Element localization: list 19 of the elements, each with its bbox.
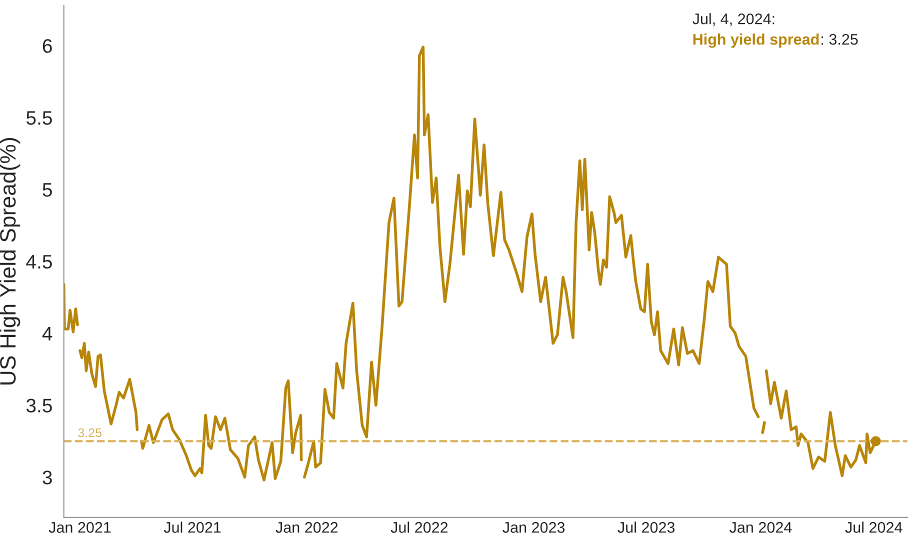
y-tick-label: 4 [42, 327, 52, 340]
x-tick-label: Jan 2021 [48, 522, 111, 533]
x-tick-label: Jan 2023 [502, 522, 565, 533]
text: High yield spread [693, 34, 819, 48]
x-tick-label: Jul 2023 [618, 522, 675, 533]
y-tick-label: 3.5 [26, 398, 52, 412]
y-tick-label: 5.5 [26, 111, 52, 125]
ref-line-label: 3.25 [78, 428, 102, 438]
x-tick-label: Jul 2021 [164, 522, 221, 533]
y-tick-label: 3 [42, 470, 52, 484]
x-tick-label: Jan 2022 [276, 522, 338, 533]
x-tick-label: Jul 2022 [390, 522, 448, 533]
y-tick-label: 6 [42, 39, 52, 53]
x-tick-label: Jul 2024 [845, 522, 902, 533]
annotation: Jul, 4, 2024: [692, 13, 774, 26]
x-tick-label: Jan 2024 [730, 522, 792, 533]
annotation: : 3.25 [822, 34, 858, 45]
y-tick-label: 4.5 [26, 255, 52, 269]
y-tick-label: 5 [42, 183, 52, 197]
